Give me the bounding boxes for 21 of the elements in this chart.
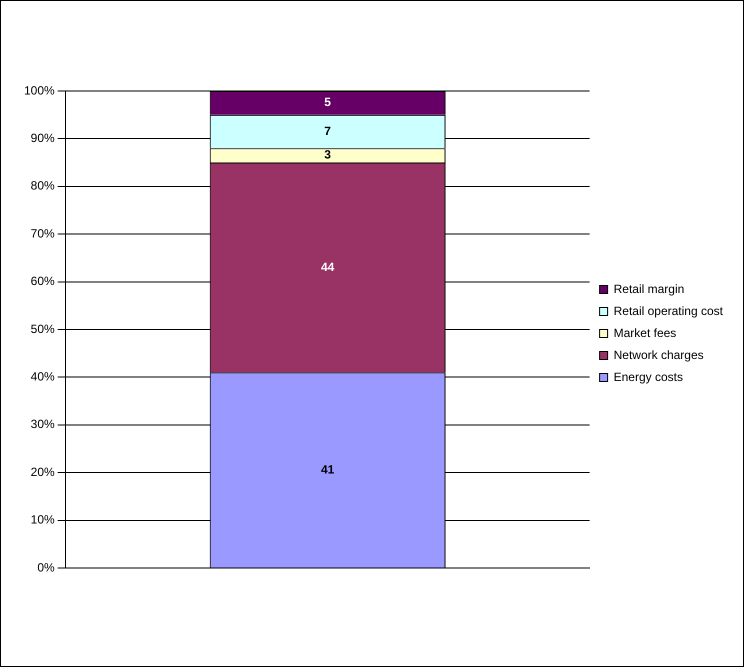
y-tick-label: 20% (30, 464, 56, 479)
y-tick-label: 60% (30, 274, 56, 288)
y-tick-label: 80% (30, 178, 56, 193)
y-tick-label: 70% (30, 226, 56, 240)
legend-label: Retail operating cost (614, 304, 724, 318)
legend-label: Retail margin (614, 282, 684, 296)
y-tick-label: 90% (30, 131, 56, 146)
data-label: 41 (320, 462, 335, 476)
data-label: 7 (324, 124, 332, 138)
y-tick-label: 10% (30, 512, 56, 527)
legend-label: Network charges (614, 348, 704, 362)
data-label: 5 (324, 95, 332, 110)
data-label: 44 (320, 260, 335, 274)
y-tick-label: 50% (30, 322, 56, 336)
y-tick-label: 100% (24, 83, 56, 98)
y-tick-label: 0% (37, 560, 56, 574)
data-label: 3 (324, 148, 332, 162)
y-tick-label: 40% (30, 370, 56, 384)
legend-label: Energy costs (614, 370, 683, 384)
legend-label: Market fees (614, 326, 676, 340)
y-tick-label: 30% (30, 417, 56, 432)
